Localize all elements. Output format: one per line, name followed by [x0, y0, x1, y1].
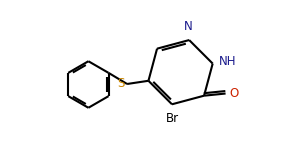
Text: O: O — [229, 87, 238, 100]
Text: Br: Br — [166, 112, 179, 125]
Text: N: N — [184, 20, 193, 33]
Text: NH: NH — [219, 55, 236, 68]
Text: S: S — [117, 77, 125, 90]
